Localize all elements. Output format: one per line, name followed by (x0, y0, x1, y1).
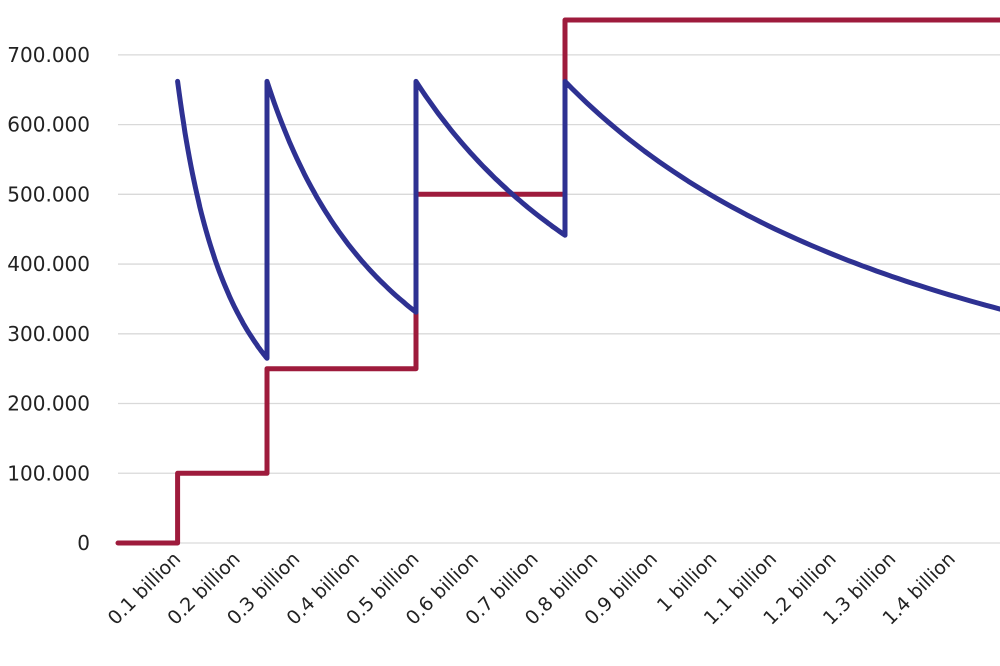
y-tick-label: 0 (77, 531, 90, 555)
y-tick-label: 600.000 (7, 113, 90, 137)
y-tick-label: 500.000 (7, 182, 90, 206)
y-tick-label: 700.000 (7, 43, 90, 67)
y-tick-label: 200.000 (7, 392, 90, 416)
grid-lines (118, 54, 1000, 544)
series-layer (115, 17, 1000, 546)
step-series-line (115, 17, 1000, 546)
y-tick-label: 300.000 (7, 322, 90, 346)
y-tick-label: 100.000 (7, 461, 90, 485)
y-axis-ticks: 0 100.000 200.000 300.000 400.000 500.000 600.… (7, 43, 90, 555)
y-tick-label: 400.000 (7, 252, 90, 276)
sawtooth-series-line (175, 78, 1000, 361)
